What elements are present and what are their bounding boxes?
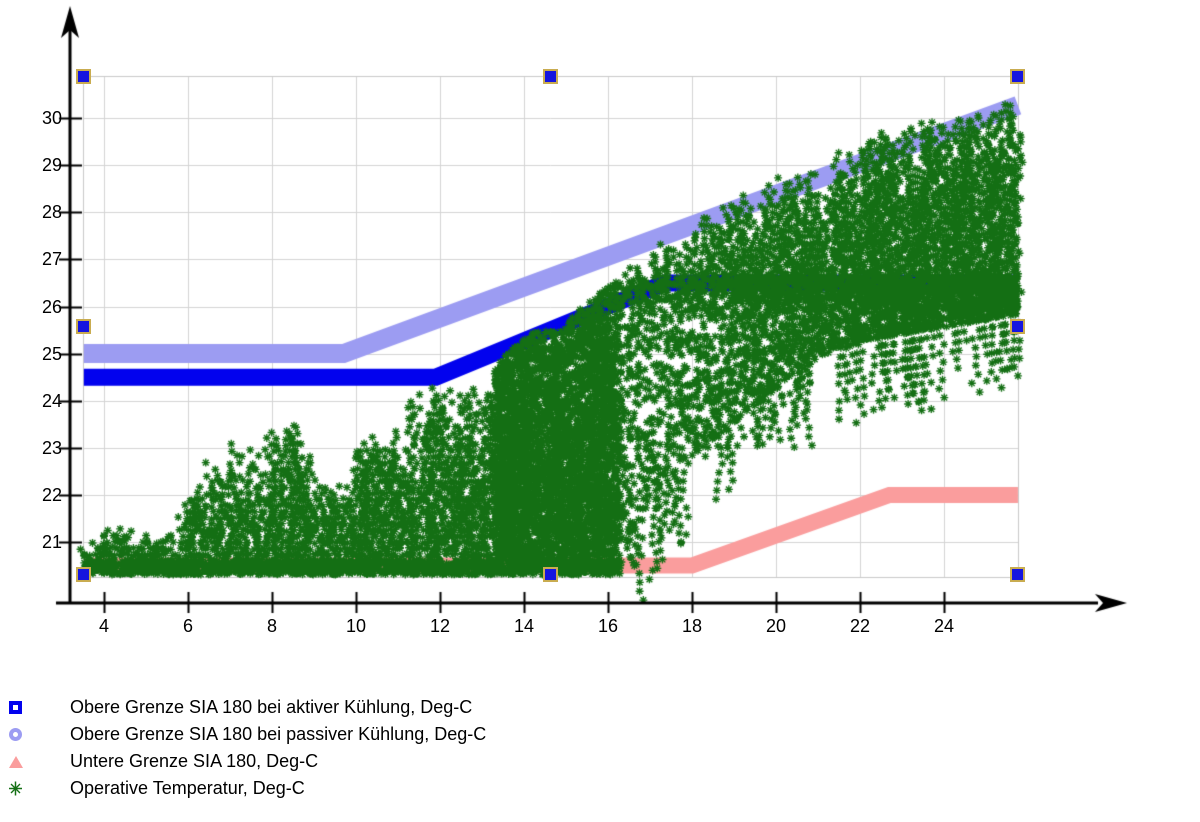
- selection-handle[interactable]: [1009, 566, 1025, 582]
- legend-item-lower-limit[interactable]: Untere Grenze SIA 180, Deg-C: [0, 748, 700, 775]
- x-axis-tick-label: 10: [345, 616, 367, 636]
- y-axis-tick-label: 28: [41, 202, 62, 223]
- y-axis-tick-label: 24: [41, 390, 62, 411]
- selection-handle[interactable]: [75, 318, 91, 334]
- y-axis-tick-label: 25: [41, 343, 62, 364]
- legend-item-label: Operative Temperatur, Deg-C: [70, 778, 305, 798]
- legend-item-upper-limit-passive-cooling[interactable]: Obere Grenze SIA 180 bei passiver Kühlun…: [0, 721, 700, 748]
- legend: Obere Grenze SIA 180 bei aktiver Kühlung…: [0, 694, 700, 802]
- legend-item-label: Obere Grenze SIA 180 bei aktiver Kühlung…: [70, 697, 473, 717]
- y-axis-tick-label: 21: [41, 532, 62, 552]
- y-axis-tick-label: 26: [41, 296, 62, 317]
- y-axis-tick-label: 29: [41, 155, 62, 176]
- x-axis-tick-label: 8: [266, 616, 277, 636]
- selection-handle[interactable]: [75, 566, 91, 582]
- x-axis-tick-label: 14: [513, 616, 535, 636]
- x-axis-tick-label: 6: [182, 616, 193, 636]
- legend-item-label: Obere Grenze SIA 180 bei passiver Kühlun…: [70, 724, 487, 744]
- y-axis-tick-label: 30: [41, 108, 62, 129]
- y-axis-tick-label: 22: [41, 484, 62, 505]
- plot-area[interactable]: [0, 0, 1200, 660]
- selection-handle[interactable]: [75, 68, 91, 84]
- square-donut-marker-icon: [8, 700, 23, 715]
- legend-item-operative-temperature[interactable]: Operative Temperatur, Deg-C: [0, 775, 700, 802]
- x-axis-tick-label: 22: [849, 616, 871, 636]
- y-axis-tick-label: 23: [41, 437, 62, 458]
- selection-handle[interactable]: [1009, 68, 1025, 84]
- x-axis-tick-label: 18: [681, 616, 703, 636]
- selection-handle[interactable]: [542, 68, 558, 84]
- x-axis-tick-label: 16: [597, 616, 619, 636]
- asterisk-marker-icon: [8, 781, 23, 796]
- x-axis-tick-label: 24: [933, 616, 955, 636]
- selection-handle[interactable]: [542, 566, 558, 582]
- chart: 21 22 23 24 25 26 27 28 29 30 4 6 8 10 12 14 16 18 20 22 24: [0, 0, 1200, 660]
- x-axis-tick-label: 20: [765, 616, 787, 636]
- legend-item-upper-limit-active-cooling[interactable]: Obere Grenze SIA 180 bei aktiver Kühlung…: [0, 694, 700, 721]
- circle-donut-marker-icon: [8, 727, 23, 742]
- triangle-marker-icon: [8, 754, 23, 769]
- x-axis-tick-label: 4: [98, 616, 109, 636]
- selection-handle[interactable]: [1009, 318, 1025, 334]
- x-axis-tick-label: 12: [429, 616, 451, 636]
- y-axis-tick-label: 27: [41, 249, 62, 270]
- legend-item-label: Untere Grenze SIA 180, Deg-C: [70, 751, 319, 771]
